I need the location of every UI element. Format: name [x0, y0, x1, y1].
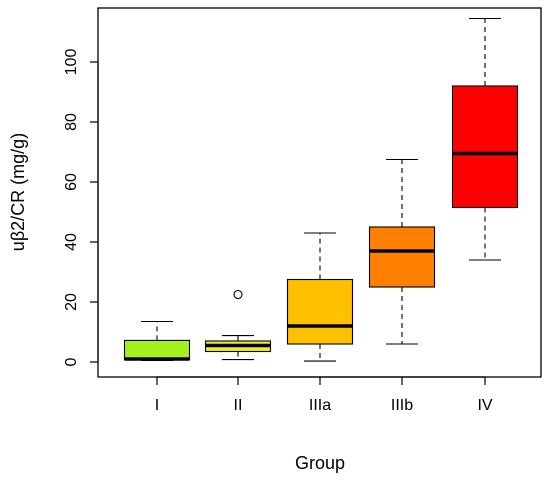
y-axis-label: uβ2/CR (mg/g) [8, 133, 28, 251]
x-tick-label: I [155, 397, 159, 414]
x-tick-label: II [234, 397, 243, 414]
x-tick-label: IV [477, 397, 492, 414]
box-IV [451, 17, 519, 261]
x-tick-label: IIIa [309, 397, 331, 414]
outlier-point [233, 289, 243, 300]
box-body [123, 339, 191, 361]
box-body [368, 226, 436, 288]
box-I [123, 320, 191, 362]
box-body [286, 278, 354, 345]
y-tick-label: 100 [63, 49, 80, 76]
x-axis: I II IIIa IIIb IV [155, 376, 493, 414]
y-tick-label: 80 [63, 113, 80, 131]
box-body [451, 85, 519, 209]
y-tick-label: 0 [63, 357, 80, 366]
y-tick-label: 20 [63, 293, 80, 311]
boxes-layer [123, 17, 519, 362]
y-tick-label: 60 [63, 173, 80, 191]
x-axis-label: Group [295, 453, 345, 473]
x-tick-label: IIIb [391, 397, 413, 414]
y-axis: 0 20 40 60 80 100 [63, 49, 99, 366]
y-tick-label: 40 [63, 233, 80, 251]
box-II [204, 289, 272, 361]
box-IIIa [286, 232, 354, 362]
box-IIIb [368, 158, 436, 345]
